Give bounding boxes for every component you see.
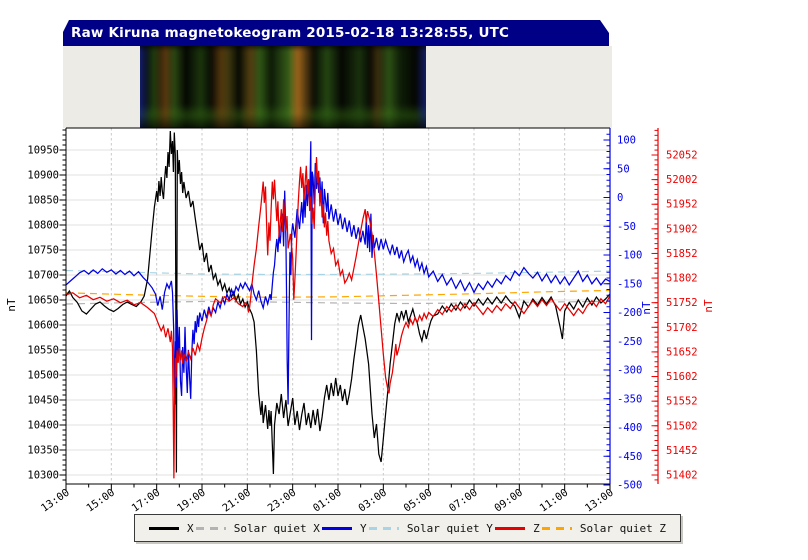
series-group	[66, 130, 610, 479]
legend-line-sample	[195, 526, 226, 530]
right-axis-tick-label: 100	[617, 135, 636, 147]
legend-item-solar-quiet-z: Solar quiet Z	[541, 521, 666, 535]
aurora-keogram-image	[140, 46, 426, 129]
legend-line-sample	[322, 526, 353, 530]
z-line	[66, 156, 610, 479]
right-axis-tick-label: -500	[617, 480, 642, 492]
far-right-axis-tick-label: 52002	[666, 174, 698, 186]
left-axis-tick-label: 10450	[27, 395, 59, 407]
right-axis-tick-label: -450	[617, 451, 642, 463]
right-axis-tick-label: -100	[617, 250, 642, 262]
far-right-axis-tick-label: 51752	[666, 297, 698, 309]
right-axis-tick-label: -300	[617, 365, 642, 377]
x-axis-tick-label: 11:00	[538, 487, 571, 515]
x-axis-tick-label: 21:00	[220, 487, 253, 515]
far-right-axis-tick-label: 51902	[666, 223, 698, 235]
left-axis-tick-label: 10500	[27, 370, 59, 382]
right-axis-tick-label: -50	[617, 221, 636, 233]
legend-line-sample	[541, 526, 572, 530]
left-axis-tick-label: 10700	[27, 270, 59, 282]
far-right-axis-tick-label: 51652	[666, 346, 698, 358]
right-axis-tick-label: -200	[617, 307, 642, 319]
left-axis-tick-label: 10750	[27, 245, 59, 257]
left-axis-tick-label: 10850	[27, 195, 59, 207]
far-right-axis-tick-label: 51452	[666, 445, 698, 457]
right-axis-tick-label: 0	[617, 192, 623, 204]
window-title: Raw Kiruna magnetokeogram 2015-02-18 13:…	[71, 25, 510, 41]
left-axis-tick-label: 10650	[27, 295, 59, 307]
left-axis-tick-label: 10950	[27, 145, 59, 157]
far-right-axis-tick-label: 52052	[666, 150, 698, 162]
right-axis-unit-label: nT	[640, 301, 653, 315]
legend-line-sample	[368, 526, 399, 530]
legend-label: Z	[533, 521, 540, 535]
aurora-streaks	[140, 46, 426, 129]
far-right-axis-tick-label: 51702	[666, 322, 698, 334]
far-right-axis-unit-label: nT	[702, 299, 715, 313]
legend-label: Solar quiet Z	[579, 521, 666, 535]
legend-line-sample	[495, 526, 526, 530]
x-axis-tick-label: 17:00	[130, 487, 163, 515]
right-axis-tick-label: -350	[617, 393, 642, 405]
x-axis-tick-label: 03:00	[356, 487, 389, 515]
legend-label: X	[187, 521, 194, 535]
legend-label: Solar quiet X	[233, 521, 320, 535]
solar-quiet-z-line	[66, 289, 610, 298]
window-title-bar[interactable]: Raw Kiruna magnetokeogram 2015-02-18 13:…	[63, 20, 609, 46]
far-right-axis-tick-label: 51552	[666, 396, 698, 408]
legend-item-x: X	[149, 522, 194, 535]
legend-label: Solar quiet Y	[406, 521, 493, 535]
solar-quiet-y-line	[66, 269, 610, 276]
chart-legend: X Solar quiet X Y Solar quiet Y Z Solar quiet…	[134, 514, 681, 542]
legend-line-sample	[149, 526, 179, 530]
right-axis-tick-label: -250	[617, 336, 642, 348]
x-line	[66, 130, 610, 475]
x-axis-tick-label: 13:00	[583, 487, 616, 515]
far-right-axis-tick-label: 51502	[666, 420, 698, 432]
x-axis-tick-label: 19:00	[175, 487, 208, 515]
legend-item-solar-quiet-x: Solar quiet X	[195, 521, 320, 535]
legend-item-solar-quiet-y: Solar quiet Y	[368, 521, 493, 535]
right-axis-tick-label: -150	[617, 278, 642, 290]
y-line	[66, 141, 610, 405]
far-right-axis-tick-label: 51402	[666, 469, 698, 481]
left-axis-tick-label: 10550	[27, 345, 59, 357]
far-right-axis-tick-label: 51802	[666, 273, 698, 285]
x-axis-tick-label: 13:00	[39, 487, 72, 515]
x-axis-tick-label: 01:00	[311, 487, 344, 515]
x-axis-tick-label: 07:00	[447, 487, 480, 515]
legend-item-y: Y	[322, 522, 367, 535]
left-axis-tick-label: 10400	[27, 420, 59, 432]
left-axis-tick-label: 10800	[27, 220, 59, 232]
left-axis-unit-label: nT	[5, 298, 18, 312]
far-right-axis-tick-label: 51952	[666, 199, 698, 211]
far-right-axis-tick-label: 51852	[666, 248, 698, 260]
legend-item-z: Z	[495, 522, 540, 535]
left-axis-tick-label: 10900	[27, 170, 59, 182]
right-axis-tick-label: -400	[617, 422, 642, 434]
far-right-axis-tick-label: 51602	[666, 371, 698, 383]
x-axis-tick-label: 09:00	[492, 487, 525, 515]
x-axis-tick-label: 05:00	[402, 487, 435, 515]
left-axis-tick-label: 10300	[27, 470, 59, 482]
left-axis-tick-label: 10350	[27, 445, 59, 457]
x-axis-tick-label: 23:00	[266, 487, 299, 515]
legend-label: Y	[360, 521, 367, 535]
right-axis-tick-label: 50	[617, 163, 630, 175]
x-axis-tick-label: 15:00	[84, 487, 117, 515]
left-axis-tick-label: 10600	[27, 320, 59, 332]
